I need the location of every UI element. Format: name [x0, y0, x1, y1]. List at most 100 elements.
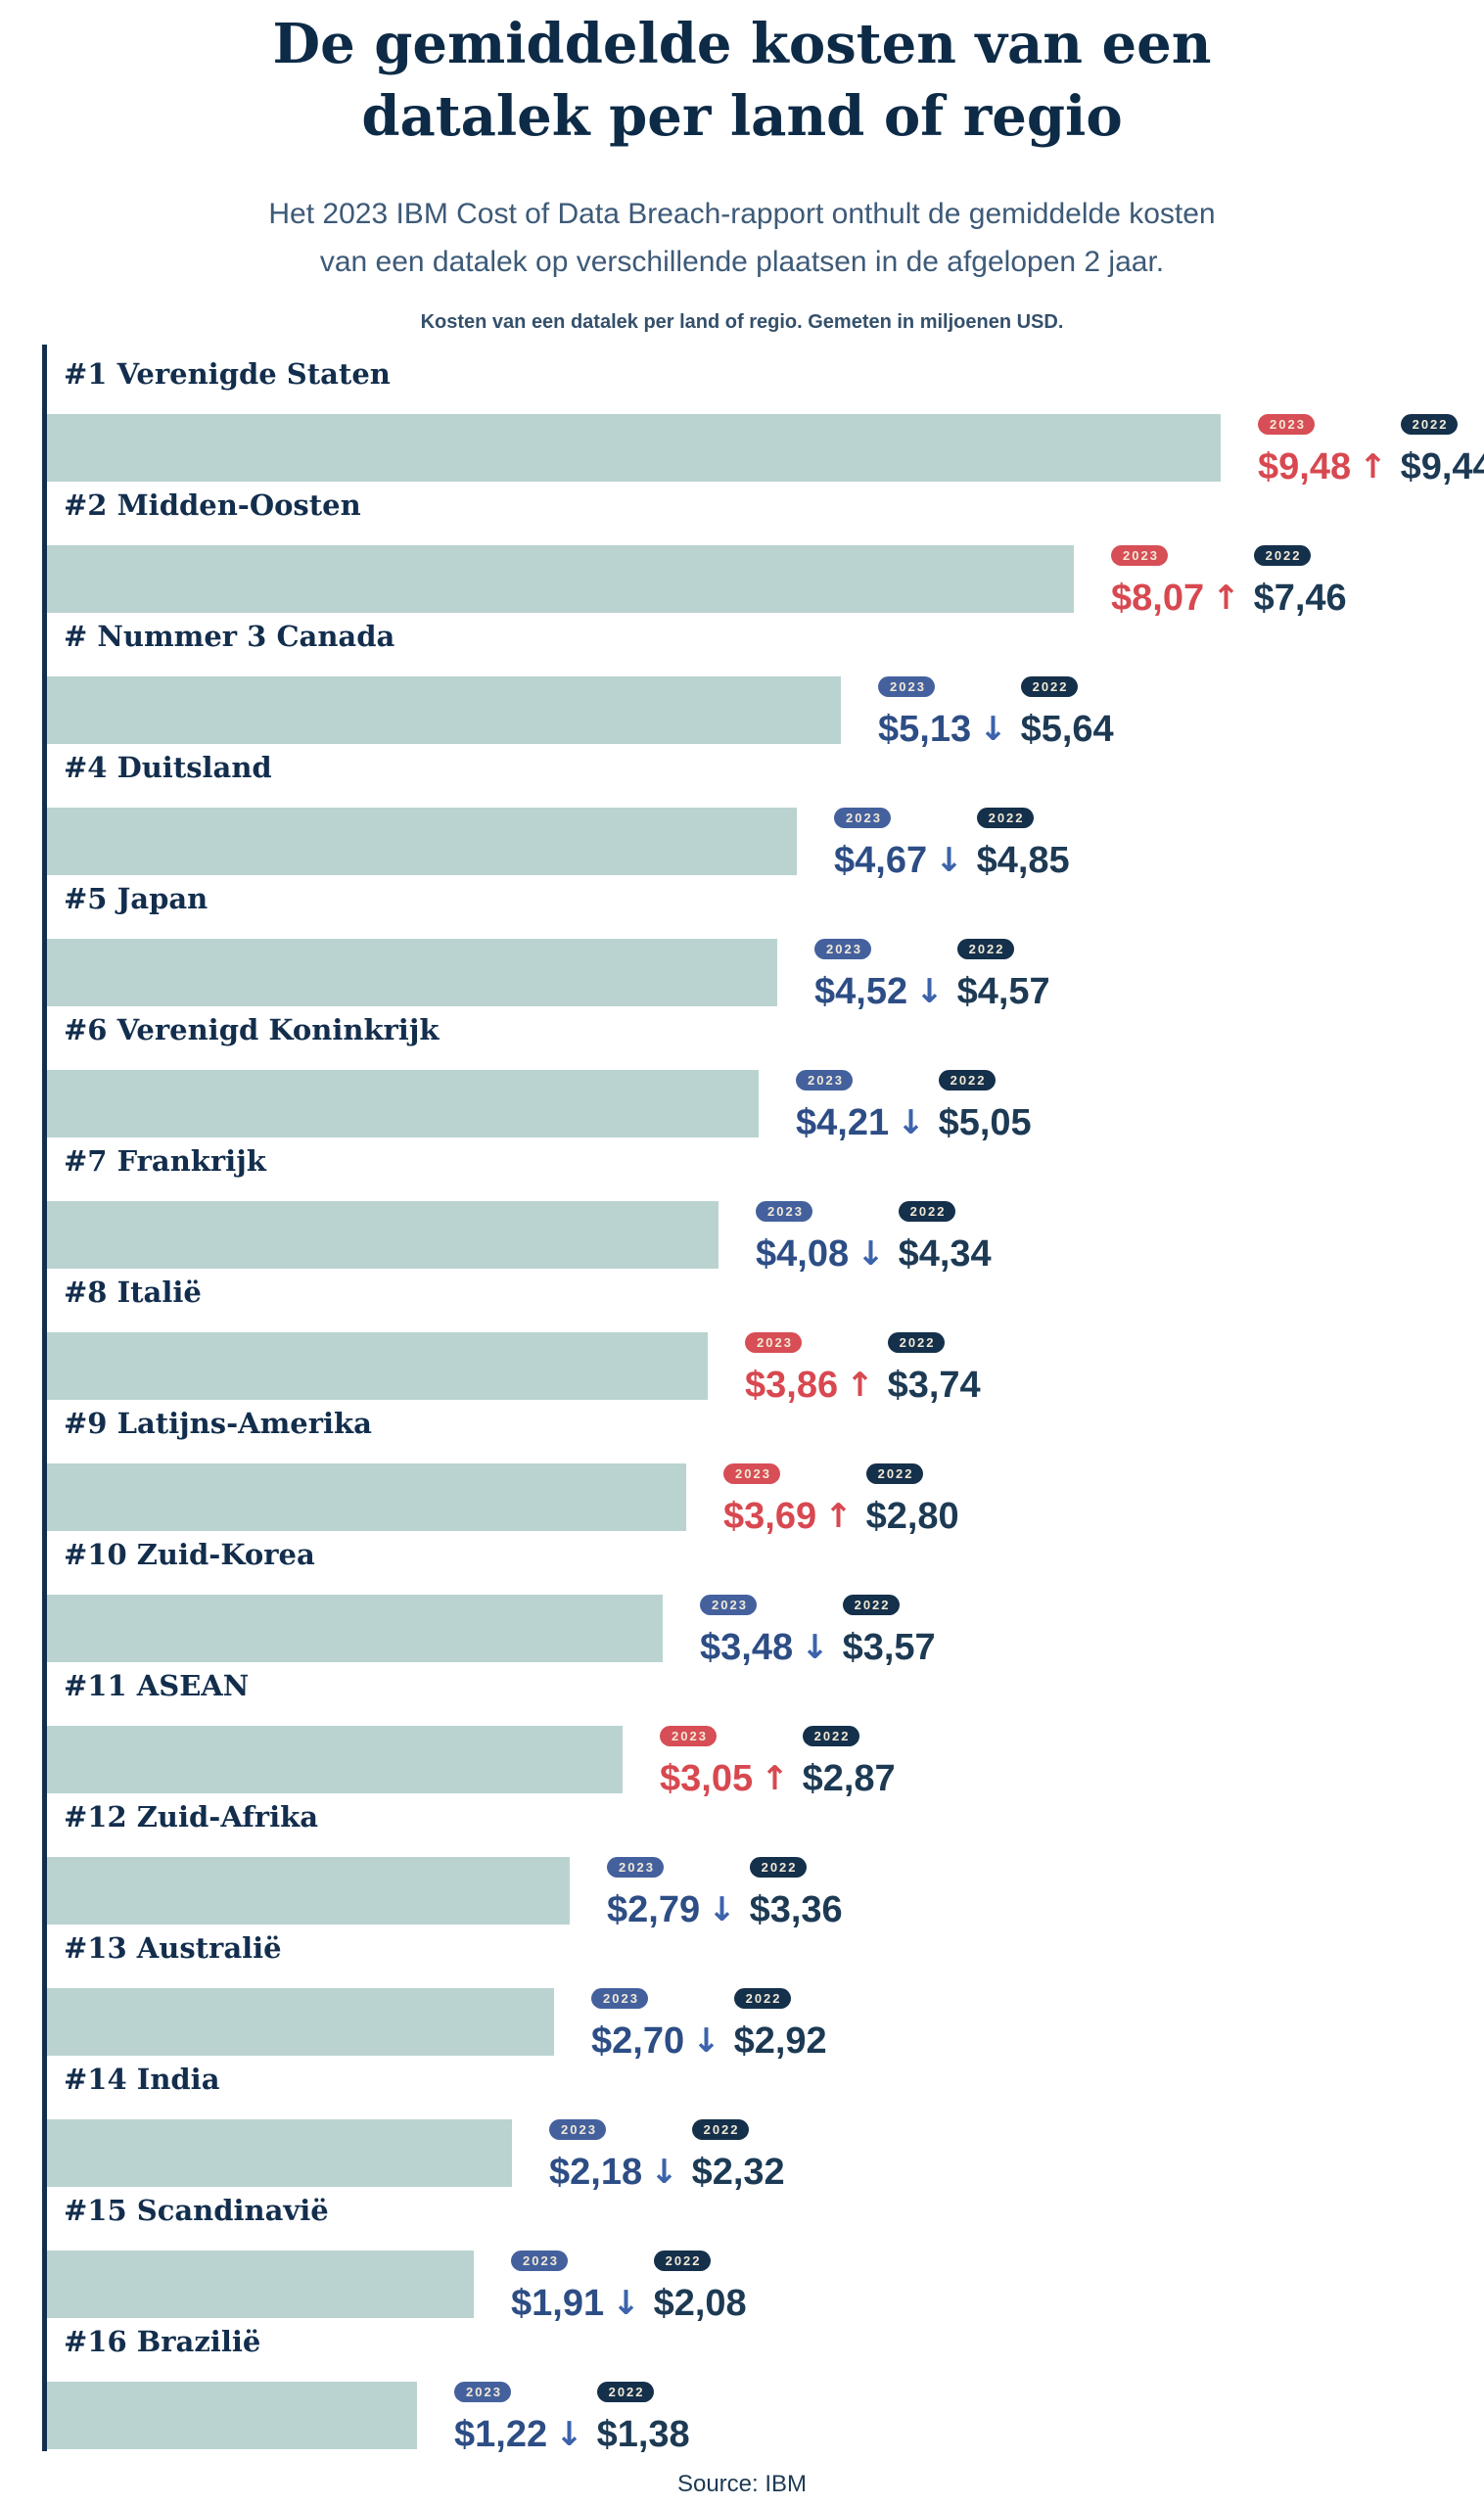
country-label: #14 India	[64, 2063, 220, 2096]
amount-2023: $4,08	[756, 1233, 850, 1275]
value-2022: $1,38	[596, 2414, 690, 2455]
row-stats: 2023 $8,07 ↑ 2022 $7,46	[1111, 545, 1376, 617]
trend-arrow-icon: ↓	[612, 2284, 640, 2323]
value-2023: $4,08 ↓	[756, 1235, 885, 1273]
value-bar	[47, 1201, 719, 1269]
chart-row: #5 Japan 2023 $4,52 ↓ 2022 $4,57	[47, 875, 1484, 1010]
trend-arrow-icon: ↑	[1359, 447, 1387, 487]
stat-2022: 2022 $2,80	[865, 1463, 989, 1537]
subtitle: Het 2023 IBM Cost of Data Breach-rapport…	[0, 190, 1484, 286]
trend-arrow-icon: ↓	[915, 972, 944, 1011]
chart-row: #10 Zuid-Korea 2023 $3,48 ↓ 2022 $3,57	[47, 1531, 1484, 1666]
value-2023: $2,79 ↓	[607, 1891, 736, 1928]
country-label: #11 ASEAN	[64, 1669, 250, 1702]
value-bar	[47, 2251, 474, 2318]
amount-2023: $2,79	[607, 1889, 701, 1930]
year-badge-2022: 2022	[1020, 676, 1078, 697]
value-bar	[47, 676, 841, 744]
stat-2022: 2022 $2,87	[802, 1726, 925, 1799]
value-2023: $1,91 ↓	[511, 2285, 640, 2322]
value-2023: $8,07 ↑	[1111, 580, 1240, 617]
bar-track: 2023 $3,05 ↑ 2022 $2,87	[47, 1726, 1484, 1797]
stat-2022: 2022 $7,46	[1253, 545, 1376, 617]
bar-track: 2023 $4,21 ↓ 2022 $5,05	[47, 1070, 1484, 1141]
amount-2023: $4,52	[814, 971, 908, 1012]
bar-track: 2023 $1,22 ↓ 2022 $1,38	[47, 2382, 1484, 2453]
bar-track: 2023 $2,70 ↓ 2022 $2,92	[47, 1988, 1484, 2060]
value-2023: $4,52 ↓	[814, 973, 944, 1010]
amount-2023: $9,48	[1258, 446, 1352, 487]
value-bar	[47, 1595, 663, 1662]
chart-row: #15 Scandinavië 2023 $1,91 ↓ 2022 $2,08	[47, 2187, 1484, 2322]
amount-2023: $2,18	[549, 2152, 643, 2193]
value-2023: $9,48 ↑	[1258, 448, 1387, 486]
year-badge-2023: 2023	[660, 1726, 717, 1746]
stat-2022: 2022 $2,92	[733, 1988, 857, 2060]
stat-2022: 2022 $3,57	[842, 1595, 965, 1666]
row-stats: 2023 $4,08 ↓ 2022 $4,34	[756, 1201, 1021, 1273]
country-label: #15 Scandinavië	[64, 2194, 329, 2227]
chart-row: #14 India 2023 $2,18 ↓ 2022 $2,32	[47, 2056, 1484, 2191]
amount-2023: $3,86	[745, 1365, 839, 1406]
value-bar	[47, 2382, 417, 2449]
year-badge-2023: 2023	[1111, 545, 1168, 566]
chart-row: #11 ASEAN 2023 $3,05 ↑ 2022 $2,87	[47, 1662, 1484, 1797]
row-stats: 2023 $2,79 ↓ 2022 $3,36	[607, 1857, 872, 1928]
value-2022: $2,80	[865, 1496, 959, 1537]
stat-2022: 2022 $5,64	[1020, 676, 1143, 748]
country-label: #16 Brazilië	[64, 2325, 261, 2358]
row-stats: 2023 $9,48 ↑ 2022 $9,44	[1258, 414, 1484, 486]
source-note: Source: IBM	[676, 2471, 808, 2497]
year-badge-2022: 2022	[691, 2119, 749, 2140]
year-badge-2022: 2022	[956, 939, 1014, 959]
row-stats: 2023 $3,48 ↓ 2022 $3,57	[700, 1595, 965, 1666]
title-line-1: De gemiddelde kosten van een	[272, 12, 1212, 76]
row-stats: 2023 $4,21 ↓ 2022 $5,05	[796, 1070, 1061, 1141]
row-stats: 2023 $4,52 ↓ 2022 $4,57	[814, 939, 1080, 1010]
trend-arrow-icon: ↓	[692, 2021, 720, 2061]
stat-2023: 2023 $8,07 ↑	[1111, 545, 1240, 617]
bar-track: 2023 $3,86 ↑ 2022 $3,74	[47, 1332, 1484, 1404]
stat-2023: 2023 $3,69 ↑	[723, 1463, 853, 1535]
value-2022: $2,87	[802, 1758, 896, 1799]
stat-2023: 2023 $4,67 ↓	[834, 808, 963, 879]
bar-track: 2023 $9,48 ↑ 2022 $9,44	[47, 414, 1484, 486]
bar-track: 2023 $2,18 ↓ 2022 $2,32	[47, 2119, 1484, 2191]
subtitle-line-1: Het 2023 IBM Cost of Data Breach-rapport…	[268, 198, 1216, 230]
country-label: #12 Zuid-Afrika	[64, 1800, 318, 1833]
stat-2023: 2023 $5,13 ↓	[878, 676, 1007, 748]
year-badge-2023: 2023	[591, 1988, 648, 2009]
year-badge-2022: 2022	[865, 1463, 923, 1484]
trend-arrow-icon: ↑	[846, 1366, 874, 1405]
value-2022: $4,85	[976, 840, 1070, 881]
chart-row: #1 Verenigde Staten 2023 $9,48 ↑ 2022 $9,…	[47, 350, 1484, 486]
trend-arrow-icon: ↓	[857, 1234, 885, 1274]
value-2023: $5,13 ↓	[878, 711, 1007, 748]
year-badge-2022: 2022	[887, 1332, 945, 1353]
row-stats: 2023 $3,69 ↑ 2022 $2,80	[723, 1463, 989, 1535]
header: De gemiddelde kosten van een datalek per …	[0, 0, 1484, 335]
bar-track: 2023 $3,69 ↑ 2022 $2,80	[47, 1463, 1484, 1535]
row-stats: 2023 $3,05 ↑ 2022 $2,87	[660, 1726, 925, 1797]
chart-row: #6 Verenigd Koninkrijk 2023 $4,21 ↓ 2022 …	[47, 1006, 1484, 1141]
country-label: #8 Italië	[64, 1276, 202, 1309]
amount-2023: $3,69	[723, 1496, 817, 1537]
stat-2023: 2023 $2,70 ↓	[591, 1988, 720, 2060]
trend-arrow-icon: ↓	[935, 841, 963, 880]
year-badge-2023: 2023	[878, 676, 935, 697]
value-2023: $3,86 ↑	[745, 1367, 874, 1404]
bar-track: 2023 $4,52 ↓ 2022 $4,57	[47, 939, 1484, 1010]
value-2022: $2,08	[653, 2283, 747, 2324]
year-badge-2022: 2022	[749, 1857, 807, 1878]
value-bar	[47, 1857, 570, 1925]
bar-track: 2023 $4,67 ↓ 2022 $4,85	[47, 808, 1484, 879]
value-bar	[47, 1463, 686, 1531]
chart-row: # Nummer 3 Canada 2023 $5,13 ↓ 2022 $5,64	[47, 613, 1484, 748]
row-stats: 2023 $1,22 ↓ 2022 $1,38	[454, 2382, 719, 2453]
y-axis-line	[42, 345, 47, 2451]
year-badge-2022: 2022	[596, 2382, 654, 2402]
chart-row: #2 Midden-Oosten 2023 $8,07 ↑ 2022 $7,46	[47, 482, 1484, 617]
stat-2022: 2022 $2,08	[653, 2251, 776, 2324]
amount-2023: $4,67	[834, 840, 928, 881]
